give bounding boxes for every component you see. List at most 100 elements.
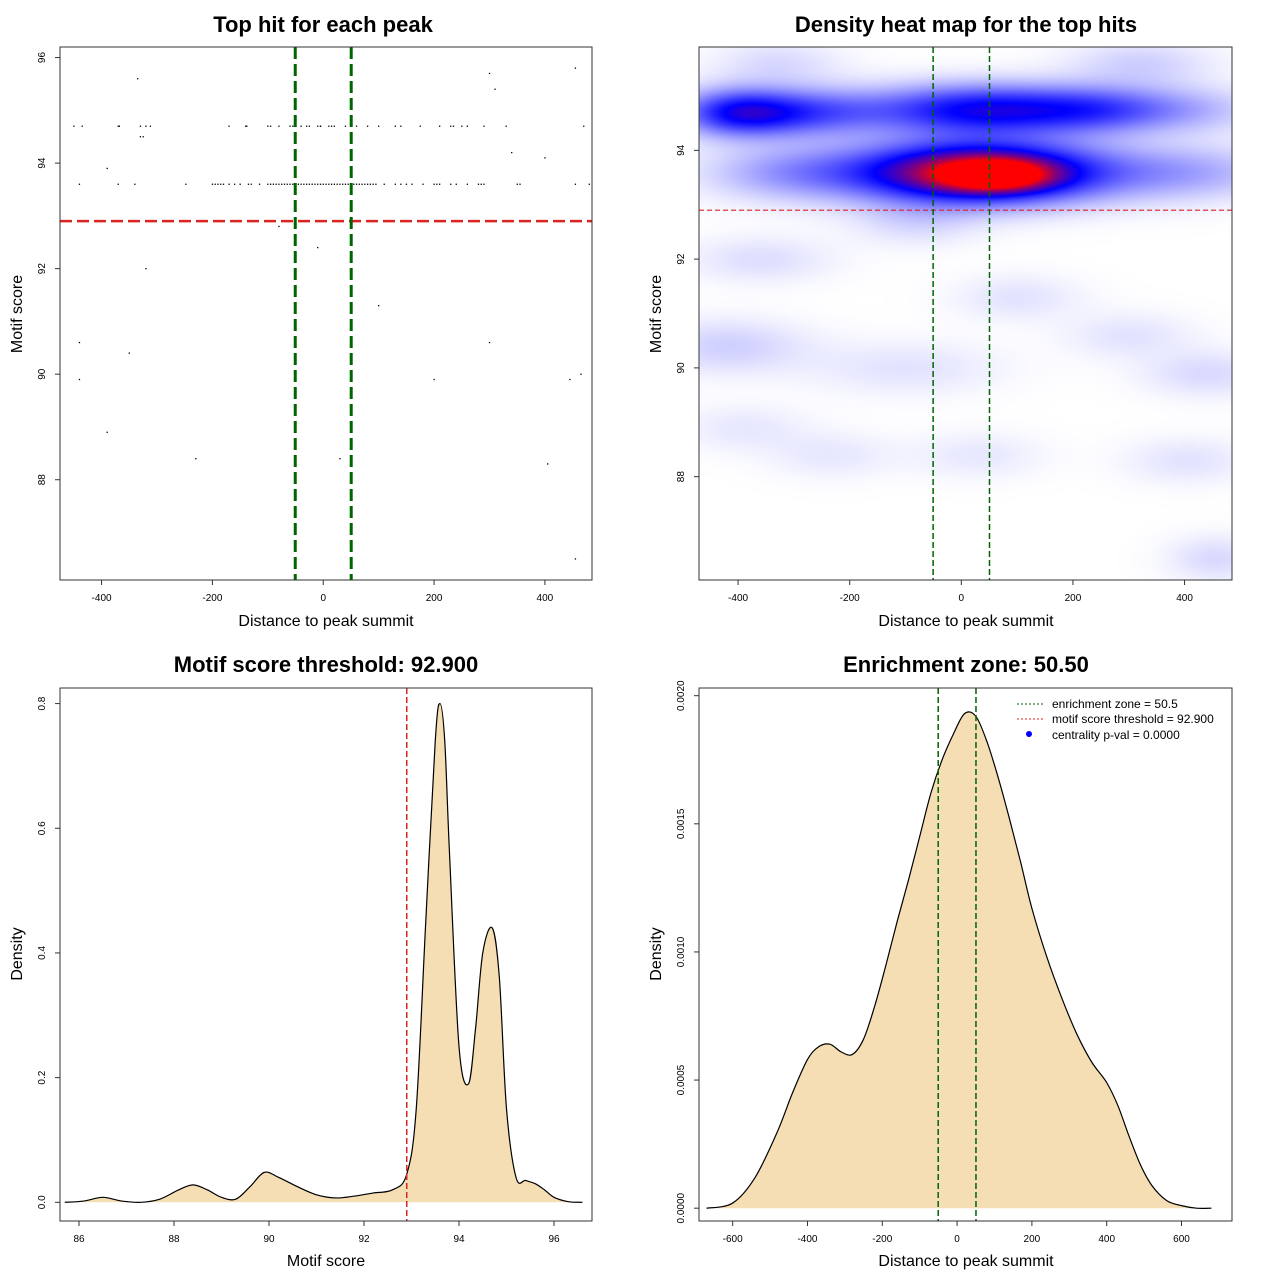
panel-density-heatmap: Density heat map for the top hits -400 -2… <box>648 12 1233 630</box>
legend: enrichment zone = 50.5 motif score thres… <box>1017 697 1214 742</box>
data-point <box>142 136 144 138</box>
y-tick-label: 92 <box>676 253 687 265</box>
panel-enrichment-zone-density: Enrichment zone: 50.50 -600 -400 -200 0 200 4… <box>648 652 1233 1270</box>
x-tick-label: -400 <box>728 593 748 604</box>
x-tick-label: 94 <box>453 1234 465 1245</box>
data-point <box>269 183 272 185</box>
x-tick-label: 0 <box>959 593 965 604</box>
y-axis-label: Density <box>648 927 665 980</box>
data-point <box>333 125 336 127</box>
data-point <box>339 458 341 460</box>
data-point <box>258 183 261 185</box>
data-point <box>433 183 435 185</box>
data-point <box>583 125 585 127</box>
data-point <box>580 373 582 375</box>
data-point <box>247 183 250 185</box>
x-tick-label: -400 <box>797 1234 817 1245</box>
x-axis-label: Motif score <box>287 1253 365 1270</box>
y-tick-label: 0.0 <box>37 1195 48 1209</box>
chart-title: Motif score threshold: 92.900 <box>174 652 478 677</box>
data-point <box>483 183 485 185</box>
data-point <box>246 125 248 127</box>
data-point <box>317 183 319 185</box>
y-axis-label: Density <box>9 927 26 980</box>
data-point <box>574 558 577 560</box>
plot-area <box>60 47 592 580</box>
y-tick-label: 90 <box>37 368 48 380</box>
density-area <box>706 711 1212 1209</box>
panel-top-hits-scatter: Top hit for each peak -400 -200 0 200 400 88 9… <box>9 12 593 630</box>
data-point <box>278 125 280 127</box>
data-point <box>339 183 341 185</box>
legend-swatch-pval-point <box>1026 731 1032 737</box>
data-point <box>289 125 291 127</box>
data-point <box>117 183 119 185</box>
data-point <box>544 157 546 159</box>
data-point <box>311 183 313 185</box>
chart-title: Density heat map for the top hits <box>795 12 1137 37</box>
data-point <box>372 183 374 185</box>
y-tick-label: 0.2 <box>37 1070 48 1084</box>
density-curve <box>706 711 1212 1209</box>
data-point <box>378 304 380 307</box>
y-axis-label: Motif score <box>648 275 665 353</box>
data-point <box>330 125 333 127</box>
data-point <box>286 183 288 185</box>
y-tick-label: 88 <box>676 471 687 483</box>
data-point <box>245 125 247 127</box>
data-point <box>452 125 455 127</box>
x-tick-label: -400 <box>92 593 112 604</box>
y-tick-label: 0.0020 <box>676 680 687 711</box>
data-point <box>394 183 396 185</box>
data-point <box>220 183 222 185</box>
x-tick-label: -600 <box>723 1234 743 1245</box>
y-tick-label: 0.0005 <box>676 1064 687 1095</box>
x-tick-label: 88 <box>168 1234 180 1245</box>
axis-ticks: -600 -400 -200 0 200 400 600 0.0000 0.0005 0.0010… <box>676 680 1190 1245</box>
data-point <box>118 125 120 127</box>
y-tick-label: 0.0015 <box>676 808 687 839</box>
axis-ticks: -400 -200 0 200 400 88 90 92 94 <box>676 144 1193 604</box>
data-point <box>483 125 485 127</box>
x-tick-label: 400 <box>1098 1234 1115 1245</box>
data-point <box>433 378 435 381</box>
plot-frame <box>59 687 593 1222</box>
data-point <box>185 183 187 185</box>
data-point <box>78 341 81 344</box>
data-point <box>333 183 336 185</box>
legend-label: enrichment zone = 50.5 <box>1052 697 1178 711</box>
data-point <box>272 183 275 185</box>
x-tick-label: 200 <box>1065 593 1082 604</box>
y-tick-label: 90 <box>676 362 687 374</box>
y-tick-label: 92 <box>37 263 48 275</box>
data-point <box>317 125 319 127</box>
data-point <box>300 125 302 127</box>
x-tick-label: 200 <box>1024 1234 1041 1245</box>
data-point <box>267 183 269 185</box>
data-point <box>383 183 385 185</box>
data-point <box>73 125 75 127</box>
data-point <box>344 125 347 127</box>
x-tick-label: 92 <box>358 1234 370 1245</box>
data-point <box>505 125 507 127</box>
data-point <box>217 183 219 185</box>
x-tick-label: 0 <box>954 1234 960 1245</box>
x-axis-label: Distance to peak summit <box>238 613 414 630</box>
data-point <box>439 183 441 185</box>
data-point <box>233 183 236 185</box>
data-point <box>81 125 83 127</box>
legend-label: motif score threshold = 92.900 <box>1052 712 1214 726</box>
data-point <box>400 183 402 185</box>
data-point <box>106 167 108 170</box>
data-point <box>366 183 369 185</box>
data-point <box>289 183 291 185</box>
data-point <box>466 183 469 185</box>
data-point <box>342 183 344 185</box>
x-tick-label: 400 <box>1176 593 1193 604</box>
data-point <box>292 125 294 127</box>
data-point <box>250 183 252 185</box>
y-tick-label: 0.0000 <box>676 1192 687 1223</box>
data-point <box>278 225 280 228</box>
x-tick-label: -200 <box>202 593 222 604</box>
y-tick-label: 88 <box>37 474 48 486</box>
